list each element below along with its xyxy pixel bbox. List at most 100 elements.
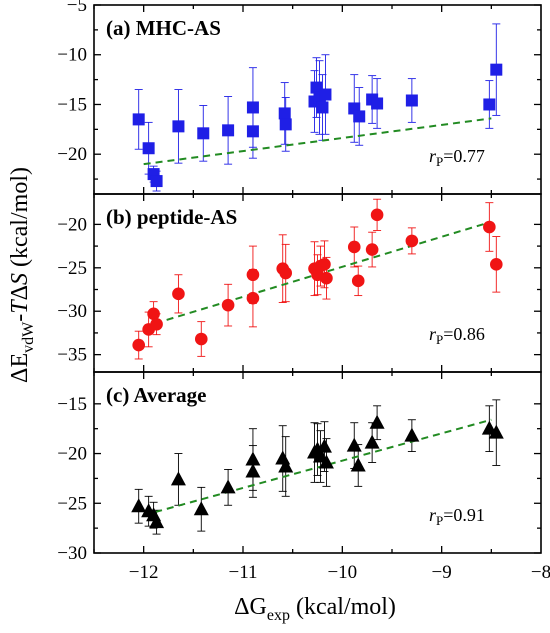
data-point <box>279 118 292 131</box>
data-point <box>221 298 235 312</box>
x-tick-label: −10 <box>327 562 357 583</box>
y-tick-label: −10 <box>57 45 87 66</box>
data-point <box>483 98 496 111</box>
panel-2: −35 −30 −25 −20 (b) peptide-AS rP=0.86 <box>57 193 542 373</box>
panel-title: (c) Average <box>106 383 206 407</box>
y-axis-label-d: Δ <box>7 285 33 300</box>
data-point <box>405 234 419 248</box>
data-point <box>371 97 384 110</box>
data-point <box>132 113 145 126</box>
data-point <box>346 437 362 452</box>
data-point <box>316 101 329 114</box>
y-axis-label-sub: vdW <box>20 321 37 353</box>
y-tick-label: −35 <box>57 345 87 366</box>
data-point <box>150 317 163 331</box>
data-point <box>150 175 163 188</box>
data-point <box>132 338 145 352</box>
data-point <box>142 142 155 155</box>
data-point <box>320 271 333 285</box>
data-point <box>279 266 293 280</box>
x-axis-label-unit: (kcal/mol) <box>290 594 396 620</box>
data-point <box>365 243 379 256</box>
fit-line <box>143 117 492 166</box>
panel-1: −20 −15 −10 −5 (a) MHC-AS rP=0.77 <box>57 0 542 195</box>
data-point <box>149 514 165 529</box>
data-point <box>364 434 380 449</box>
data-point <box>319 88 332 101</box>
panel-3: −30 −25 −20 −15 (c) Average rP=0.91 <box>57 371 542 564</box>
panel-title: (a) MHC-AS <box>106 16 221 40</box>
data-point <box>404 427 420 442</box>
data-point <box>483 220 496 234</box>
data-point <box>194 332 208 346</box>
data-point <box>347 240 361 254</box>
data-point <box>278 107 291 120</box>
y-axis-label-c: T <box>7 299 33 314</box>
data-point <box>246 101 259 114</box>
x-axis-label: ΔGexp (kcal/mol) <box>234 594 396 624</box>
x-tick-label: −8 <box>531 562 550 583</box>
y-tick-label: −25 <box>57 493 87 514</box>
data-point <box>318 454 334 469</box>
rp-label: rP=0.86 <box>429 324 485 347</box>
data-point <box>147 307 160 321</box>
data-point <box>245 451 261 466</box>
data-point <box>490 258 503 271</box>
y-axis-label: ΔEvdW-TΔS (kcal/mol) <box>7 167 37 383</box>
data-point <box>318 258 331 271</box>
data-point <box>350 457 366 472</box>
y-tick-label: −15 <box>57 94 87 115</box>
rp-subscript: P <box>436 513 443 528</box>
y-tick-label: −15 <box>57 394 87 415</box>
data-point <box>246 125 259 138</box>
rp-label: rP=0.91 <box>429 505 485 528</box>
chart-panels: −20−15−10−5(a) MHC-ASrP=0.77−35−30−25−20… <box>57 0 542 564</box>
y-axis-label-a: ΔE <box>7 353 33 383</box>
data-point <box>131 498 147 513</box>
data-point <box>197 127 210 140</box>
rp-symbol: r <box>429 146 437 166</box>
rp-value: =0.91 <box>443 505 485 525</box>
y-axis-label-e: S <box>7 273 33 285</box>
fit-line <box>143 418 492 517</box>
x-tick-labels: −12 −11 −10 −9 −8 <box>129 562 550 583</box>
rp-symbol: r <box>429 324 437 344</box>
y-tick-label: −30 <box>57 543 87 564</box>
data-point <box>278 458 294 473</box>
data-point <box>220 479 236 494</box>
data-point <box>405 94 418 107</box>
y-axis-label-f: (kcal/mol) <box>7 167 33 273</box>
data-point <box>222 124 235 137</box>
y-tick-label: −20 <box>57 214 87 235</box>
data-point <box>351 274 365 288</box>
y-axis-label-b: - <box>7 314 33 322</box>
data-point <box>245 463 261 478</box>
data-point <box>246 268 260 282</box>
x-axis-label-main: ΔG <box>234 594 267 620</box>
data-point <box>316 438 332 453</box>
data-point <box>275 450 291 465</box>
rp-label: rP=0.77 <box>429 146 485 169</box>
data-point <box>246 291 260 305</box>
data-point <box>370 208 384 222</box>
data-point <box>193 501 209 516</box>
y-tick-label: −20 <box>57 144 87 165</box>
x-tick-label: −11 <box>228 562 257 583</box>
rp-value: =0.77 <box>443 146 485 166</box>
rp-subscript: P <box>436 154 443 169</box>
rp-symbol: r <box>429 505 437 525</box>
panel-title: (b) peptide-AS <box>106 205 237 229</box>
x-axis-label-sub: exp <box>267 607 290 624</box>
data-point <box>490 63 503 76</box>
data-point <box>172 120 185 133</box>
rp-subscript: P <box>436 332 443 347</box>
x-tick-label: −12 <box>129 562 159 583</box>
x-tick-label: −9 <box>432 562 452 583</box>
y-tick-label: −30 <box>57 301 87 322</box>
data-point <box>170 471 186 486</box>
data-point <box>353 110 366 123</box>
panel-frame <box>93 371 542 554</box>
y-tick-label: −25 <box>57 258 87 279</box>
y-tick-label: −5 <box>67 0 87 16</box>
